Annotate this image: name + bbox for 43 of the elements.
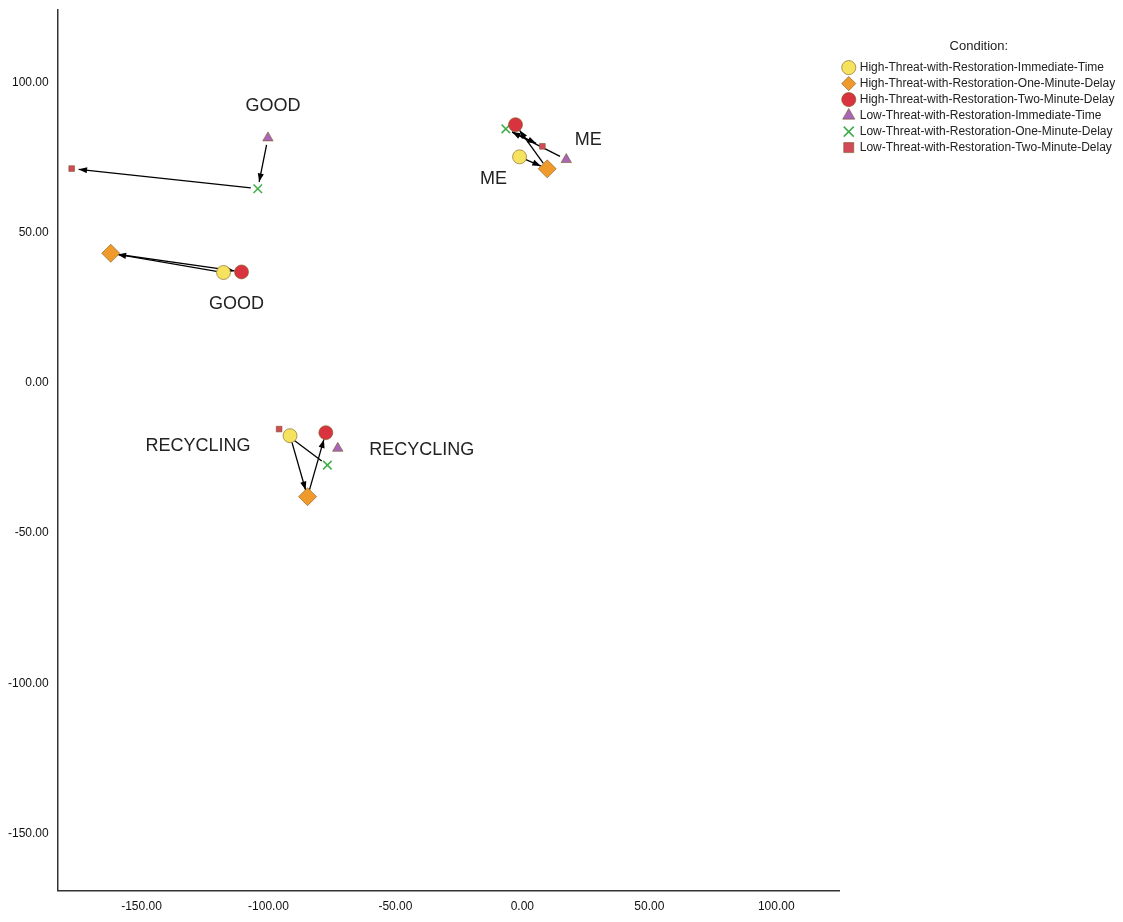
annotation: RECYCLING xyxy=(369,439,475,460)
annotation: GOOD xyxy=(209,292,265,313)
point xyxy=(322,460,333,471)
point xyxy=(500,123,511,134)
x-tick-label: -50.00 xyxy=(378,899,413,914)
legend-label: High-Threat-with-Restoration-Two-Minute-Delay xyxy=(859,91,1115,106)
y-tick-label: -150.00 xyxy=(8,825,50,840)
legend-label: High-Threat-with-Restoration-Immediate-Time xyxy=(859,59,1105,74)
point xyxy=(332,442,344,452)
point xyxy=(101,243,121,263)
point xyxy=(252,183,263,194)
x-tick-label: -100.00 xyxy=(248,899,290,914)
point xyxy=(512,149,527,165)
point xyxy=(560,153,572,163)
point xyxy=(234,264,249,280)
x-tick-label: 50.00 xyxy=(634,899,665,914)
annotation: RECYCLING xyxy=(145,434,251,455)
x-tick-label: -150.00 xyxy=(121,899,163,914)
annotation: ME xyxy=(574,128,602,149)
legend-label: Low-Threat-with-Restoration-One-Minute-Delay xyxy=(859,123,1113,138)
x-tick-label: 100.00 xyxy=(757,899,795,914)
point xyxy=(68,165,75,172)
legend-label: Low-Threat-with-Restoration-Immediate-Time xyxy=(859,107,1102,122)
annotation: GOOD xyxy=(245,94,301,115)
x-tick-label: 0.00 xyxy=(510,899,535,914)
point xyxy=(282,428,298,443)
legend-label: High-Threat-with-Restoration-One-Minute-Delay xyxy=(859,75,1116,90)
y-tick-label: -50.00 xyxy=(14,525,50,540)
y-tick-label: -100.00 xyxy=(8,675,50,690)
point xyxy=(216,265,231,280)
y-tick-label: 0.00 xyxy=(25,375,50,390)
point xyxy=(262,131,274,142)
point xyxy=(537,159,557,179)
legend-label: Low-Threat-with-Restoration-Two-Minute-Delay xyxy=(859,139,1112,154)
y-tick-label: 50.00 xyxy=(18,224,50,239)
point xyxy=(275,425,283,433)
point xyxy=(298,487,317,506)
point xyxy=(318,425,334,440)
point xyxy=(539,143,546,150)
point xyxy=(508,117,523,132)
y-tick-label: 100.00 xyxy=(12,74,50,89)
annotation: ME xyxy=(480,167,508,188)
legend-title: Condition: xyxy=(949,38,1009,54)
